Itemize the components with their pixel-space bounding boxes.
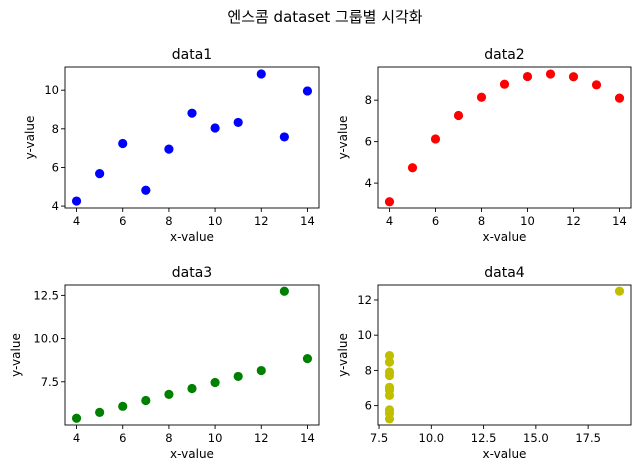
- subplot-2-ytick-label: 6: [365, 135, 372, 149]
- subplot-3-point: [95, 407, 105, 417]
- subplot-4-frame: [377, 284, 632, 426]
- subplot-1-xtick-label: 8: [165, 214, 172, 228]
- subplot-1-point: [233, 117, 243, 128]
- subplot-4-xtick-label: 12.5: [471, 431, 497, 445]
- subplot-3-xlabel: x-value: [170, 447, 214, 461]
- subplot-1-point: [279, 132, 289, 142]
- subplot-2-point: [384, 197, 395, 207]
- subplot-3-ytick-label: 12.5: [33, 288, 59, 302]
- subplot-3-ylabel: y-value: [9, 333, 23, 377]
- subplot-2-xlabel: x-value: [483, 230, 527, 244]
- subplot-1-title: data1: [172, 47, 212, 63]
- subplot-1-ytick-label: 4: [52, 199, 59, 213]
- subplot-2-xtick-label: 4: [386, 214, 393, 228]
- subplot-1-point: [256, 69, 266, 79]
- subplot-2-point: [522, 71, 533, 82]
- subplot-1-ytick-label: 8: [52, 122, 59, 136]
- subplot-2-ylabel: y-value: [336, 116, 350, 160]
- subplot-2-xtick-label: 8: [478, 214, 485, 228]
- subplot-1-xlabel: x-value: [170, 230, 214, 244]
- subplot-3-point: [302, 354, 313, 364]
- subplot-3-xtick-label: 12: [254, 431, 269, 445]
- subplot-4-title: data4: [484, 265, 525, 281]
- subplot-1-point: [118, 138, 128, 149]
- subplot-2-point: [407, 163, 418, 173]
- subplot-1-xtick-label: 10: [208, 214, 223, 228]
- subplot-1: data1 4 6 8 10 12 14 4 6 8 10 x-value y-value: [23, 47, 320, 244]
- subplot-2-point: [614, 93, 625, 103]
- subplot-3-point: [233, 371, 243, 382]
- subplot-1-point: [141, 185, 151, 195]
- subplot-3-frame: [64, 284, 320, 426]
- subplot-2-xtick-label: 14: [612, 214, 627, 228]
- subplot-4-xtick-label: 17.5: [575, 431, 601, 445]
- subplot-2-point: [545, 69, 556, 79]
- subplot-4-point: [384, 408, 395, 418]
- subplot-2-point: [476, 92, 487, 102]
- subplot-2-point: [591, 80, 602, 90]
- subplot-4-point: [384, 385, 395, 395]
- subplot-2-xtick-label: 12: [566, 214, 581, 228]
- subplot-2: data2 4 6 8 10 12 14 4 6 8 x-value y-value: [336, 47, 632, 244]
- subplot-3-ytick-label: 10.0: [33, 332, 59, 346]
- subplot-4-xtick-label: 10.0: [419, 431, 445, 445]
- subplot-1-point: [71, 196, 82, 206]
- subplot-1-ytick-label: 6: [52, 160, 59, 174]
- subplot-1-xtick-label: 14: [300, 214, 315, 228]
- subplot-3-xtick-label: 8: [165, 431, 172, 445]
- subplot-1-point: [302, 86, 313, 96]
- subplot-3-xtick-label: 6: [119, 431, 126, 445]
- subplot-1-xtick-label: 6: [119, 214, 126, 228]
- subplot-2-ytick-label: 8: [365, 93, 372, 107]
- subplot-2-ytick-label: 4: [365, 176, 372, 190]
- subplot-1-point: [187, 108, 197, 118]
- subplot-4-xtick-label: 15.0: [523, 431, 549, 445]
- subplot-4-ytick-label: 8: [365, 363, 372, 377]
- subplot-1-ylabel: y-value: [23, 116, 37, 160]
- subplot-3-ytick-label: 7.5: [41, 375, 59, 389]
- subplot-4-ylabel: y-value: [336, 333, 350, 377]
- subplot-3-point: [141, 395, 151, 406]
- subplot-3-point: [187, 383, 197, 394]
- subplot-1-point: [95, 169, 105, 179]
- subplot-3: data3 4 6 8 10 12 14 7.5 10.0 12.5 x-value y-value: [9, 265, 320, 461]
- subplot-3-point: [210, 377, 220, 388]
- subplot-1-xtick-label: 4: [73, 214, 80, 228]
- subplot-3-point: [71, 413, 82, 423]
- subplot-4-point: [614, 286, 625, 296]
- subplot-4-point: [384, 367, 395, 377]
- subplot-4: data4 7.5 10.0 12.5 15.0 17.5 6 8 10 12 x-value y-v…: [336, 265, 632, 461]
- subplot-1-xtick-label: 12: [254, 214, 269, 228]
- subplot-3-point: [164, 389, 174, 400]
- subplot-4-ytick-label: 10: [357, 328, 372, 342]
- subplot-4-point: [384, 351, 395, 361]
- subplot-4-ytick-label: 6: [365, 399, 372, 413]
- subplot-4-point: [384, 357, 395, 367]
- subplot-2-point: [568, 72, 579, 82]
- subplot-2-xtick-label: 10: [520, 214, 535, 228]
- subplot-2-xtick-label: 6: [432, 214, 439, 228]
- subplot-3-point: [118, 401, 128, 411]
- subplot-2-frame: [377, 66, 632, 209]
- subplot-2-point: [453, 110, 464, 121]
- subplot-1-frame: [64, 66, 320, 209]
- subplot-3-xtick-label: 14: [300, 431, 315, 445]
- subplot-1-ytick-label: 10: [44, 83, 59, 97]
- subplot-2-title: data2: [484, 47, 524, 63]
- subplot-3-title: data3: [172, 265, 212, 281]
- subplot-3-xtick-label: 4: [73, 431, 80, 445]
- subplot-4-ytick-label: 12: [357, 293, 372, 307]
- subplot-4-xtick-label: 7.5: [370, 431, 388, 445]
- figure-title: 엔스콤 dataset 그룹별 시각화: [227, 8, 422, 26]
- subplot-3-point: [256, 365, 266, 376]
- subplot-3-xtick-label: 10: [208, 431, 223, 445]
- subplot-4-xlabel: x-value: [483, 447, 527, 461]
- subplot-1-point: [164, 144, 174, 154]
- subplot-1-point: [210, 123, 220, 133]
- subplot-2-point: [430, 134, 441, 144]
- subplot-3-point: [279, 286, 289, 296]
- subplot-2-point: [499, 79, 510, 89]
